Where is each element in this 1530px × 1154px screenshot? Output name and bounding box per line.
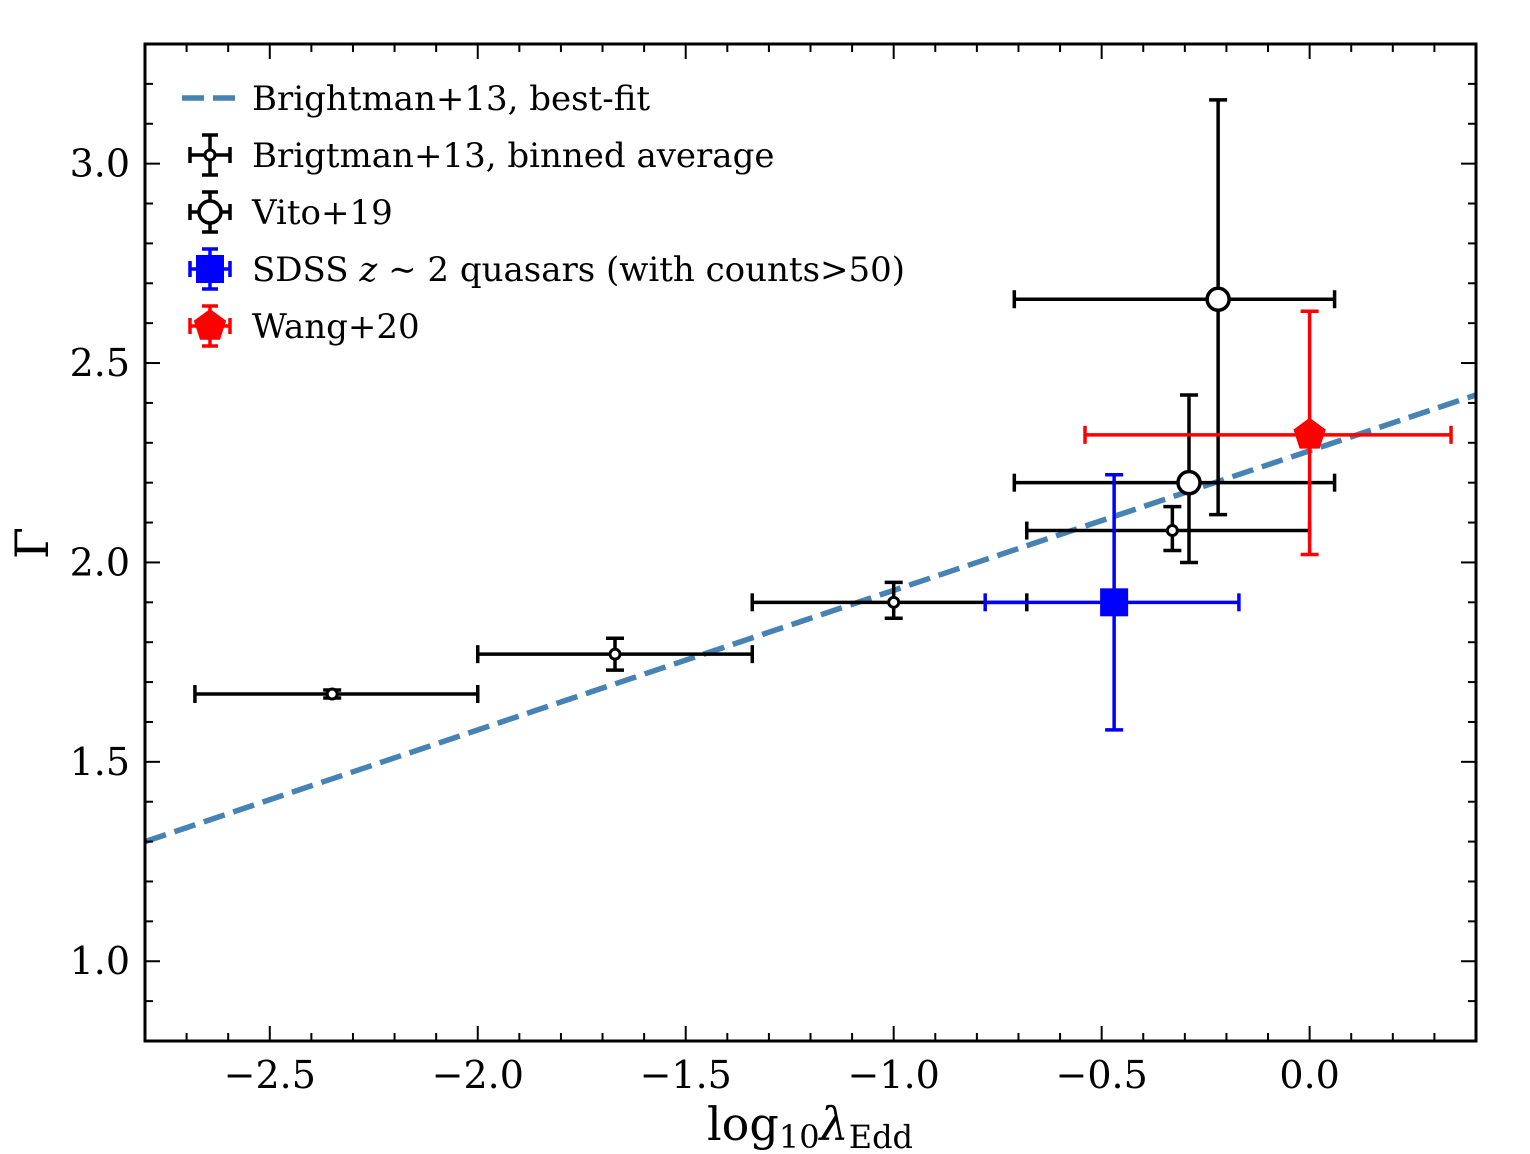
y-tick-label: 1.0: [70, 939, 130, 983]
data-point: [1012, 98, 1337, 517]
data-point: [1025, 504, 1312, 553]
x-axis-label: log10λEdd: [707, 1097, 913, 1154]
x-tick-label: −2.0: [432, 1053, 524, 1097]
y-axis-label: Γ: [5, 527, 59, 559]
series-group: [145, 392, 1476, 845]
y-tick-label: 3.0: [70, 142, 130, 186]
data-point: [750, 580, 1029, 621]
data-point-marker: [887, 595, 901, 609]
legend: Brightman+13, best-fit Brigtman+13, binne…: [182, 79, 905, 348]
error-bar: [1012, 98, 1337, 517]
legend-entry: Vito+19: [188, 190, 393, 234]
data-point-marker: [203, 148, 217, 162]
data-point-marker: [1176, 469, 1202, 496]
legend-label: Vito+19: [251, 193, 393, 233]
series-group: [1012, 98, 1337, 565]
series-group: [193, 504, 1312, 704]
error-bar: [1083, 309, 1453, 557]
x-axis-label-greek: λ: [818, 1097, 849, 1151]
data-point: [1083, 309, 1453, 557]
data-point: [476, 636, 755, 672]
x-axis-label-sub1: 10: [779, 1118, 820, 1154]
legend-entry: Wang+20: [188, 304, 420, 348]
legend-entry: Brightman+13, best-fit: [182, 79, 650, 119]
data-point-marker: [325, 687, 339, 701]
legend-label: Brightman+13, best-fit: [252, 79, 650, 119]
x-axis-label-sub2: Edd: [849, 1118, 913, 1154]
data-point-marker: [197, 199, 223, 225]
data-point: [193, 685, 480, 704]
data-point: [983, 472, 1241, 732]
x-tick-label: 0.0: [1279, 1053, 1339, 1097]
data-point-marker: [1293, 417, 1326, 449]
x-axis-label-base: log: [707, 1097, 779, 1151]
plot-data: [145, 98, 1476, 845]
series-group: [983, 472, 1241, 732]
data-point-marker: [196, 255, 224, 283]
legend-label: SDSS z ∼ 2 quasars (with counts>50): [252, 250, 905, 290]
series-group: [1083, 309, 1453, 557]
data-point-marker: [1100, 588, 1129, 617]
y-tick-label: 2.5: [70, 341, 130, 385]
x-tick-label: −1.0: [848, 1053, 940, 1097]
error-bar: [1012, 393, 1337, 565]
x-tick-label: −2.5: [224, 1053, 316, 1097]
x-tick-label: −0.5: [1056, 1053, 1148, 1097]
axis-ticks: [144, 43, 1477, 1042]
data-point-marker: [1205, 286, 1231, 312]
legend-entry: Brigtman+13, binned average: [188, 133, 774, 177]
data-point-marker: [608, 647, 622, 661]
legend-label: Brigtman+13, binned average: [252, 136, 774, 176]
data-point: [1012, 393, 1337, 565]
legend-entry: SDSS z ∼ 2 quasars (with counts>50): [188, 247, 905, 291]
best-fit-line: [145, 392, 1476, 845]
axis-tick-labels: −2.5 −2.0 −1.5 −1.0 −0.5 0.0 1.0 1.5 2.0 2.5 3.0: [70, 142, 1340, 1097]
legend-label: Wang+20: [252, 307, 420, 347]
data-point-marker: [1165, 524, 1179, 538]
y-tick-label: 1.5: [70, 740, 130, 784]
x-tick-label: −1.5: [640, 1053, 732, 1097]
data-point-marker: [193, 309, 227, 340]
y-tick-label: 2.0: [70, 540, 130, 584]
